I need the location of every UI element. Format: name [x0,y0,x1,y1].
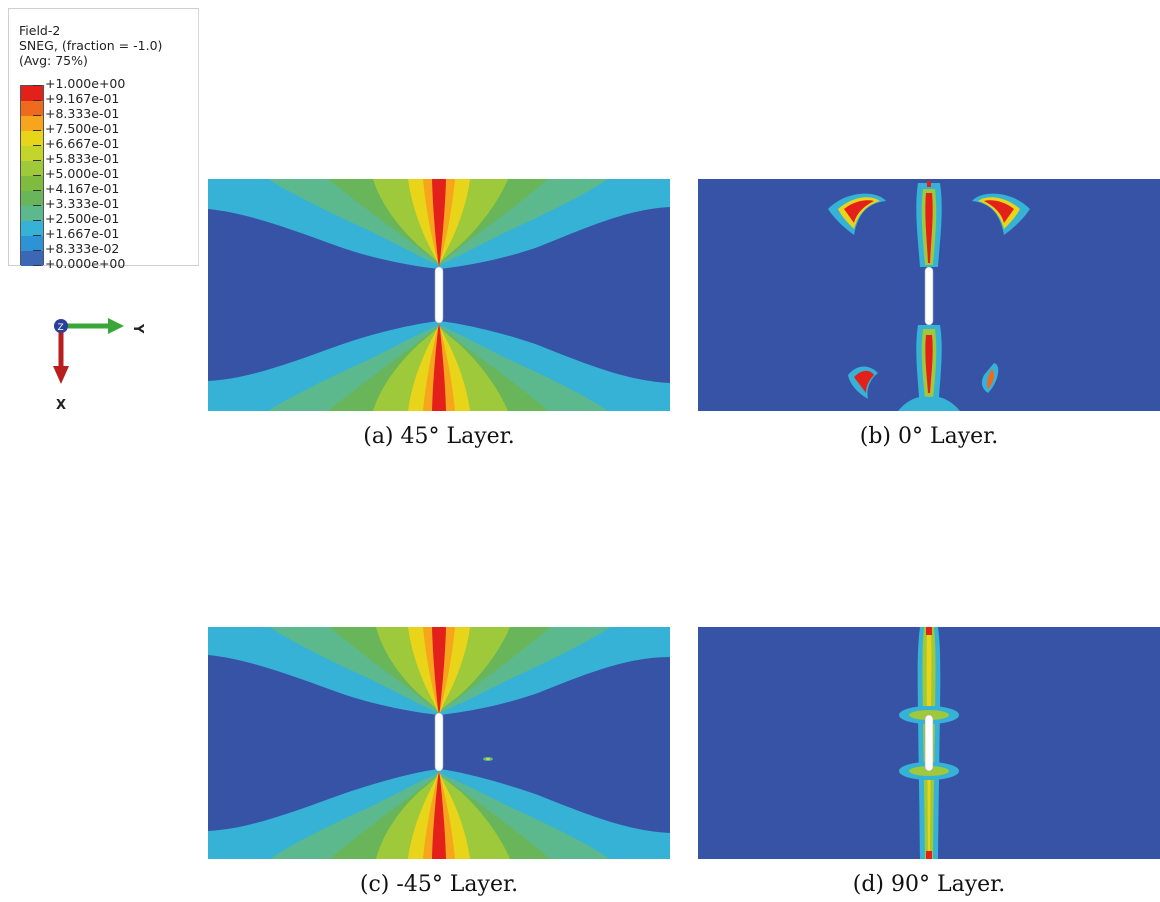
legend-color-band [21,101,43,116]
legend-tick-label: +0.000e+00 [45,256,126,271]
legend-tick-label: +5.833e-01 [45,151,120,166]
legend-color-band [21,191,43,206]
legend-tick-mark [33,144,41,146]
contour-panel-neg45-layer [208,627,670,859]
legend-color-band [21,221,43,236]
legend-field-name: Field-2 [19,23,61,38]
legend-tick-mark [33,234,41,236]
legend-tick-mark [33,174,41,176]
legend-tick-label: +6.667e-01 [45,136,120,151]
triad-x-label: X [56,398,66,413]
legend-color-band [21,176,43,191]
caption-panel-c: (c) -45° Layer. [359,872,519,897]
contour-panel-0-layer [698,179,1160,411]
contour-panel-45-layer [208,179,670,411]
legend-color-band [21,146,43,161]
legend-tick-label: +8.333e-02 [45,241,120,256]
triad-y-label: Y [130,323,145,334]
legend-color-bar [20,85,44,266]
caption-panel-a: (a) 45° Layer. [363,424,515,449]
legend-tick-label: +8.333e-01 [45,106,120,121]
axis-triad: Z Y X [40,306,160,416]
contour-panel-90-layer [698,627,1160,859]
legend-tick-label: +5.000e-01 [45,166,120,181]
legend-tick-mark [33,129,41,131]
legend-color-band [21,206,43,221]
legend-tick-label: +1.667e-01 [45,226,120,241]
legend-tick-label: +4.167e-01 [45,181,120,196]
legend-tick-mark [33,114,41,116]
legend-tick-label: +2.500e-01 [45,211,120,226]
legend-color-band [21,251,43,266]
legend-tick-mark [33,249,41,251]
legend-tick-label: +9.167e-01 [45,91,120,106]
legend-color-band [21,236,43,251]
legend-color-band [21,131,43,146]
legend-color-band [21,116,43,131]
triad-z-label: Z [58,323,64,333]
legend-variable: SNEG, (fraction = -1.0) [19,38,163,53]
legend-color-band [21,86,43,101]
legend-tick-mark [33,189,41,191]
legend-tick-mark [33,99,41,101]
legend-tick-label: +1.000e+00 [45,76,126,91]
legend-averaging: (Avg: 75%) [19,53,88,68]
legend-tick-mark [33,264,41,266]
legend-color-band [21,161,43,176]
caption-panel-b: (b) 0° Layer. [859,424,999,449]
caption-panel-d: (d) 90° Layer. [852,872,1006,897]
legend-tick-label: +3.333e-01 [45,196,120,211]
contour-legend: Field-2 SNEG, (fraction = -1.0) (Avg: 75… [8,8,199,270]
legend-tick-mark [33,219,41,221]
legend-tick-mark [33,159,41,161]
legend-tick-mark [33,84,41,86]
legend-tick-label: +7.500e-01 [45,121,120,136]
legend-tick-mark [33,204,41,206]
